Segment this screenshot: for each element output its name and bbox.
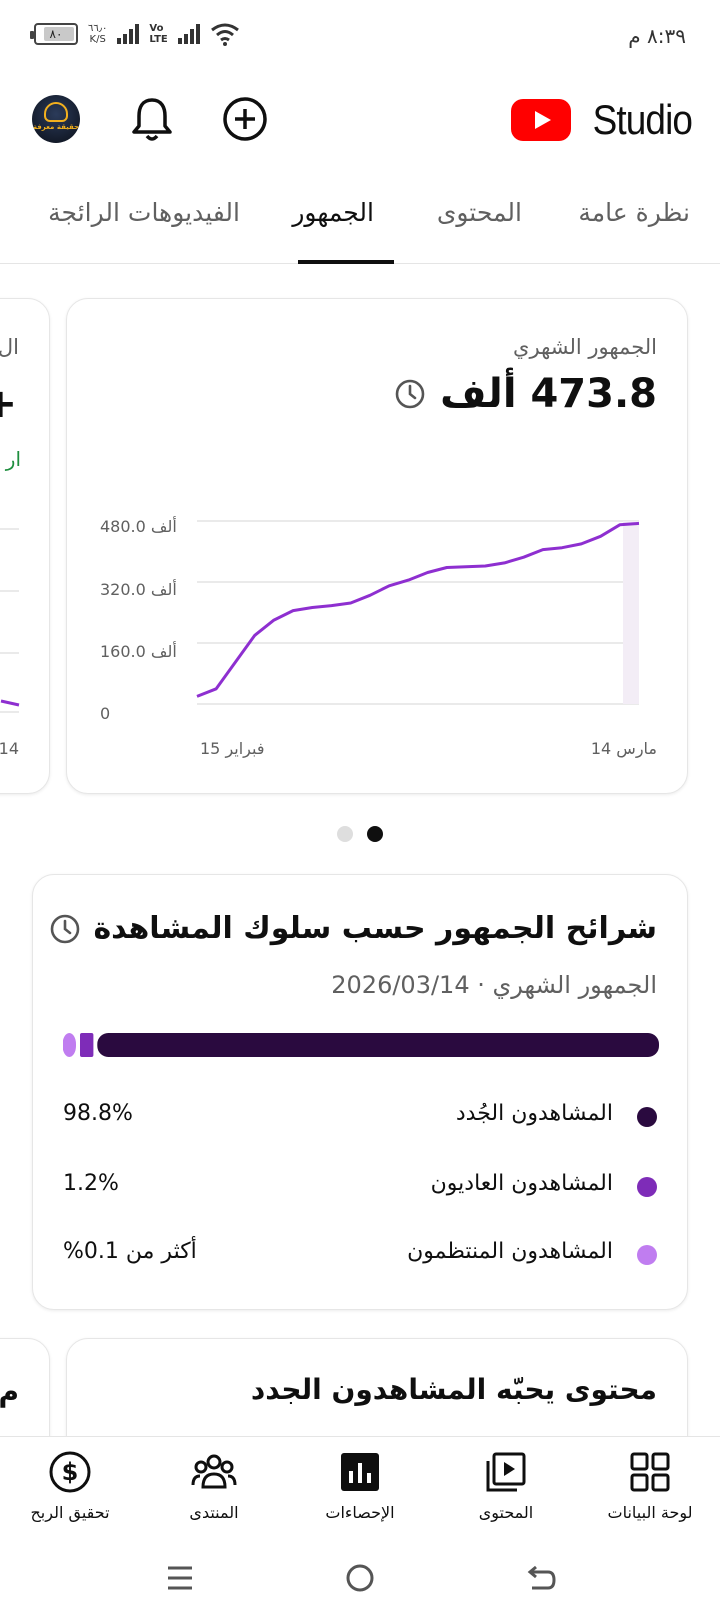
logo-text: Studio (592, 96, 692, 143)
side-card-chart (0, 528, 20, 713)
pagination-dot-1[interactable] (367, 826, 383, 842)
avatar-text: حقيقة معرفة (32, 123, 80, 131)
monthly-audience-card[interactable]: الجمهور الشهري 473.8 ألف 480.0 ألف 320.0… (66, 298, 688, 794)
network-speed-unit: K/S (89, 34, 106, 45)
svg-text:$: $ (62, 1458, 79, 1486)
legend-value-casual: 1.2% (63, 1171, 119, 1196)
nav-content[interactable]: المحتوى (436, 1449, 576, 1522)
nav-community-label: المنتدى (189, 1503, 239, 1522)
recents-menu-icon[interactable] (160, 1558, 200, 1598)
legend-row-new: المشاهدون الجُدد 98.8% (63, 1097, 657, 1137)
signal-icon-2 (177, 24, 200, 44)
battery-icon: ٨٠ (30, 23, 78, 45)
nav-earn-label: تحقيق الربح (30, 1503, 110, 1522)
legend-label-regular: المشاهدون المنتظمون (407, 1239, 613, 1264)
nav-earn[interactable]: $ تحقيق الربح (0, 1449, 140, 1522)
side-card-title: ال (0, 335, 19, 359)
segment-bar-new (97, 1033, 659, 1057)
nav-analytics[interactable]: الإحصاءات (290, 1449, 430, 1522)
legend-value-new: 98.8% (63, 1101, 133, 1126)
wifi-icon (210, 23, 239, 46)
analytics-icon (341, 1453, 379, 1491)
dashboard-icon (630, 1452, 670, 1492)
back-arrow-icon[interactable] (520, 1558, 560, 1598)
new-viewers-content-title: محتوى يحبّه المشاهدون الجدد (250, 1373, 657, 1406)
monthly-audience-value: 473.8 ألف (440, 371, 657, 417)
carousel-pagination (0, 826, 720, 842)
segments-title: شرائح الجمهور حسب سلوك المشاهدة (93, 911, 657, 946)
notifications-bell-icon[interactable] (128, 94, 176, 144)
create-plus-icon[interactable] (222, 96, 268, 142)
x-tick-start: 15 فبراير (200, 739, 265, 758)
legend-value-regular: أكثر من 0.1% (63, 1239, 197, 1264)
content-icon (486, 1452, 526, 1492)
avatar[interactable]: حقيقة معرفة (32, 95, 80, 143)
side-card-trend: ار (5, 447, 21, 471)
legend-label-new: المشاهدون الجُدد (455, 1101, 613, 1126)
legend-dot-regular (637, 1245, 657, 1265)
status-icons: ٨٠ ٦٦٫٠ K/S Vo LTE (30, 22, 240, 46)
side-card-tick: 14 (0, 739, 19, 758)
network-speed-value: ٦٦٫٠ (88, 23, 108, 34)
nav-content-label: المحتوى (478, 1503, 534, 1522)
side-card-value: + (0, 381, 17, 427)
battery-level: ٨٠ (49, 27, 63, 41)
legend-dot-new (637, 1107, 657, 1127)
segments-subtitle: الجمهور الشهري · 2026/03/14 (331, 971, 657, 999)
y-tick-0: 0 (100, 704, 111, 723)
system-navigation (0, 1546, 720, 1612)
side-card-partial[interactable]: ال + ار 14 (0, 298, 50, 794)
y-tick-320: 320.0 ألف (100, 580, 177, 599)
legend-row-regular: المشاهدون المنتظمون أكثر من 0.1% (63, 1235, 657, 1275)
clock-icon (51, 914, 80, 943)
volte-indicator: Vo LTE (149, 23, 167, 45)
youtube-play-icon (510, 99, 571, 141)
x-tick-end: 14 مارس (590, 739, 657, 758)
app-header: حقيقة معرفة Studio (0, 80, 720, 164)
segments-stacked-bar (63, 1033, 659, 1057)
nav-community[interactable]: المنتدى (144, 1449, 284, 1522)
bottom-navigation: لوحة البيانات المحتوى الإحصاءات المنتدى (0, 1436, 720, 1546)
volte-bottom: LTE (149, 34, 168, 45)
tab-content[interactable]: المحتوى (436, 198, 522, 227)
avatar-brain-icon (44, 102, 68, 122)
signal-icon (117, 24, 140, 44)
clock-icon (395, 379, 425, 409)
tab-trending-videos[interactable]: الفيديوهات الرائجة (48, 198, 240, 227)
audience-segments-card[interactable]: شرائح الجمهور حسب سلوك المشاهدة الجمهور … (32, 874, 688, 1310)
tab-active-underline (298, 260, 394, 264)
nav-analytics-label: الإحصاءات (325, 1503, 395, 1522)
y-tick-480: 480.0 ألف (100, 517, 177, 536)
home-circle-icon[interactable] (340, 1558, 380, 1598)
pagination-dot-2[interactable] (337, 826, 353, 842)
volte-top: Vo (149, 23, 164, 34)
segments-title-row: شرائح الجمهور حسب سلوك المشاهدة (49, 911, 657, 946)
segment-bar-casual (80, 1033, 94, 1057)
youtube-studio-logo: Studio (510, 96, 693, 144)
network-speed: ٦٦٫٠ K/S (88, 23, 107, 45)
monthly-audience-metric: 473.8 ألف (394, 371, 657, 417)
monthly-audience-title: الجمهور الشهري (513, 335, 657, 359)
community-icon (191, 1454, 237, 1489)
legend-row-casual: المشاهدون العاديون 1.2% (63, 1167, 657, 1207)
earn-icon: $ (49, 1451, 91, 1493)
y-tick-160: 160.0 ألف (100, 642, 177, 661)
monthly-audience-line-chart (196, 520, 640, 705)
tab-audience[interactable]: الجمهور (292, 198, 374, 227)
status-bar: ٨٠ ٦٦٫٠ K/S Vo LTE ٨:٣٩ م (0, 0, 720, 72)
nav-dashboard[interactable]: لوحة البيانات (580, 1449, 720, 1522)
status-time: ٨:٣٩ م (628, 24, 686, 48)
current-period-highlight (623, 521, 639, 704)
tab-overview[interactable]: نظرة عامة (578, 198, 690, 227)
legend-dot-casual (637, 1177, 657, 1197)
nav-dashboard-label: لوحة البيانات (607, 1503, 693, 1522)
series-line-audience (196, 521, 640, 698)
legend-label-casual: المشاهدون العاديون (430, 1171, 613, 1196)
tab-bar: نظرة عامة المحتوى الجمهور الفيديوهات الر… (0, 186, 720, 264)
segment-bar-regular (63, 1033, 76, 1057)
next-side-card-title: م (0, 1375, 19, 1408)
